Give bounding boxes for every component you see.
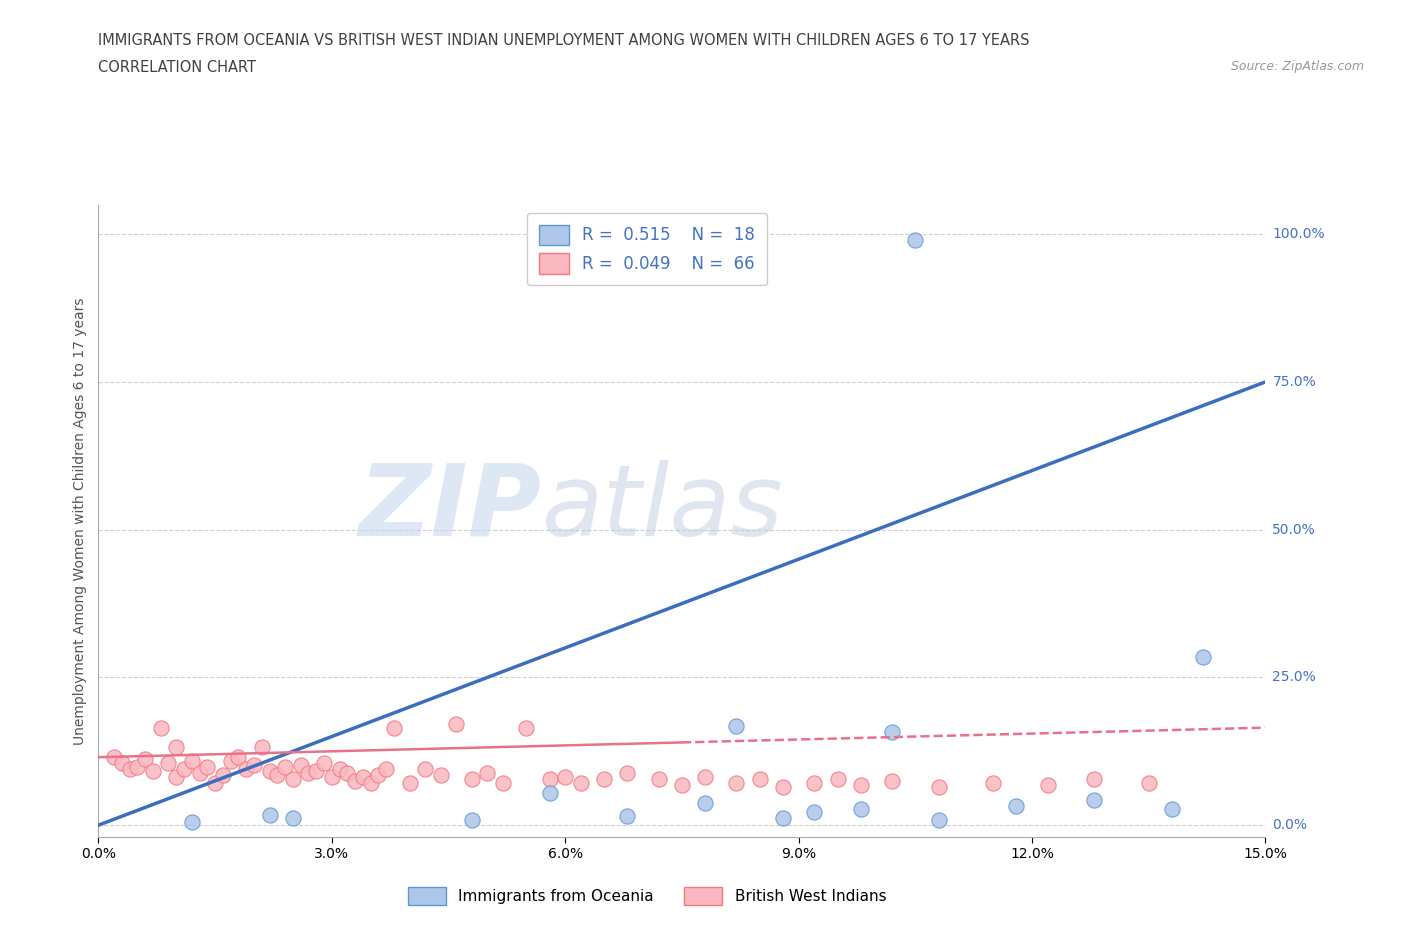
Point (647, 772, 669, 787)
Text: 75.0%: 75.0% (1272, 375, 1316, 389)
Point (375, 762, 398, 777)
Point (281, 772, 304, 787)
Point (336, 765, 359, 780)
Point (928, 779, 950, 794)
Point (772, 779, 794, 794)
Text: 25.0%: 25.0% (1272, 671, 1316, 684)
Point (1005, 799, 1028, 814)
Point (413, 762, 436, 777)
Point (492, 776, 515, 790)
Point (880, 774, 903, 789)
Point (204, 776, 226, 790)
Point (127, 760, 149, 775)
Point (1083, 793, 1105, 808)
Text: CORRELATION CHART: CORRELATION CHART (98, 60, 256, 75)
Point (880, 724, 903, 739)
Point (180, 815, 202, 830)
Point (297, 765, 319, 780)
Point (671, 777, 693, 792)
Point (259, 764, 281, 778)
Point (103, 750, 125, 764)
Point (398, 776, 420, 790)
Point (695, 795, 717, 810)
Point (134, 751, 156, 766)
Text: 50.0%: 50.0% (1272, 523, 1316, 537)
Point (772, 811, 794, 826)
Point (538, 772, 561, 787)
Point (849, 801, 872, 816)
Point (981, 776, 1004, 790)
Point (904, 232, 927, 247)
Text: ZIP: ZIP (359, 459, 541, 557)
Text: atlas: atlas (541, 459, 783, 557)
Point (157, 756, 180, 771)
Point (748, 772, 770, 787)
Point (165, 739, 187, 754)
Point (803, 776, 825, 790)
Point (461, 813, 484, 828)
Point (195, 760, 218, 775)
Point (616, 809, 638, 824)
Point (290, 757, 312, 772)
Point (321, 769, 343, 784)
Point (1083, 772, 1105, 787)
Point (360, 776, 382, 790)
Text: 100.0%: 100.0% (1272, 227, 1324, 241)
Point (1137, 776, 1160, 790)
Point (928, 813, 950, 828)
Point (235, 762, 257, 777)
Point (1161, 801, 1184, 816)
Legend: Immigrants from Oceania, British West Indians: Immigrants from Oceania, British West In… (402, 881, 893, 911)
Point (515, 720, 537, 735)
Point (538, 785, 561, 800)
Point (312, 756, 335, 771)
Text: 0.0%: 0.0% (1272, 818, 1308, 832)
Point (554, 769, 576, 784)
Point (849, 777, 872, 792)
Text: Source: ZipAtlas.com: Source: ZipAtlas.com (1230, 60, 1364, 73)
Point (274, 760, 297, 775)
Y-axis label: Unemployment Among Women with Children Ages 6 to 17 years: Unemployment Among Women with Children A… (73, 297, 87, 745)
Point (142, 764, 165, 778)
Point (259, 807, 281, 822)
Point (593, 772, 616, 787)
Point (344, 774, 367, 789)
Point (695, 769, 717, 784)
Point (173, 762, 195, 777)
Point (219, 754, 242, 769)
Point (352, 769, 374, 784)
Point (1192, 649, 1215, 664)
Point (212, 767, 235, 782)
Point (305, 764, 328, 778)
Point (228, 750, 250, 764)
Point (1036, 777, 1059, 792)
Point (165, 769, 187, 784)
Text: IMMIGRANTS FROM OCEANIA VS BRITISH WEST INDIAN UNEMPLOYMENT AMONG WOMEN WITH CHI: IMMIGRANTS FROM OCEANIA VS BRITISH WEST … (98, 33, 1031, 47)
Point (616, 765, 638, 780)
Point (446, 716, 468, 731)
Point (243, 757, 266, 772)
Point (281, 811, 304, 826)
Point (266, 767, 288, 782)
Point (461, 772, 484, 787)
Point (382, 720, 405, 735)
Point (250, 739, 273, 754)
Point (429, 767, 451, 782)
Point (180, 754, 202, 769)
Point (111, 756, 134, 771)
Point (329, 762, 352, 777)
Point (367, 767, 389, 782)
Point (188, 765, 211, 780)
Point (725, 776, 748, 790)
Point (803, 804, 825, 819)
Point (149, 720, 172, 735)
Point (725, 719, 748, 734)
Point (569, 776, 592, 790)
Point (118, 762, 141, 777)
Point (827, 772, 849, 787)
Point (477, 765, 499, 780)
